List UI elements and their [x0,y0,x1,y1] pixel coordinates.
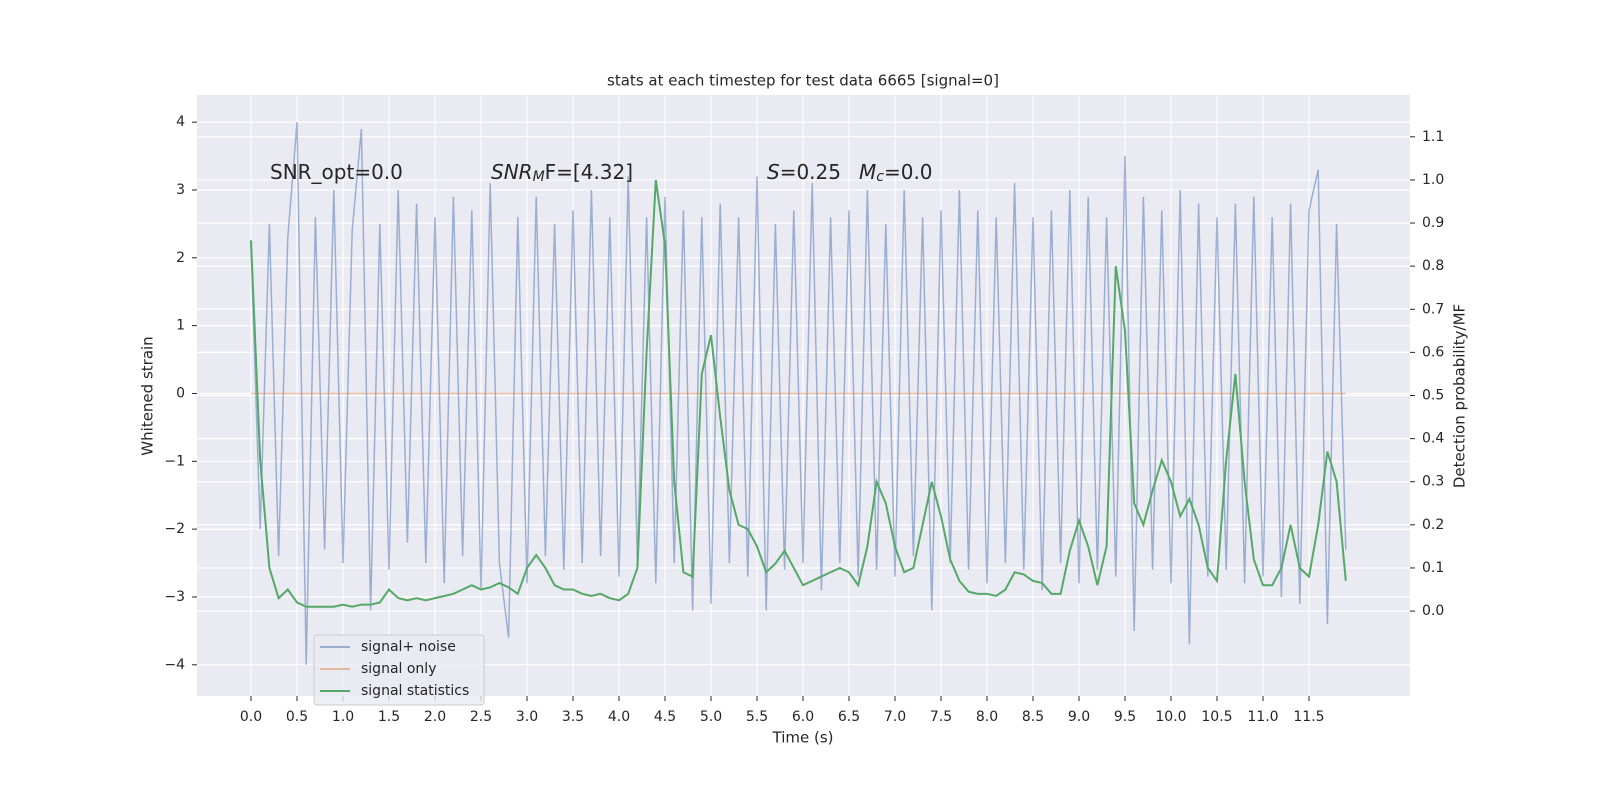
x-tick-label: 7.0 [884,709,906,725]
y-tick-label: −4 [164,657,185,673]
annotation-part: M [859,160,876,184]
x-tick-label: 0.5 [286,709,308,725]
y2-tick-label: 0.0 [1422,603,1444,619]
y-tick-label: −3 [164,589,185,605]
y-tick-label: 4 [176,114,185,130]
x-tick-label: 6.0 [792,709,814,725]
x-tick-label: 10.0 [1155,709,1186,725]
legend-label: signal+ noise [361,639,456,655]
y2-tick-label: 1.0 [1422,172,1444,188]
x-tick-label: 3.0 [516,709,538,725]
y-tick-label: 2 [176,250,185,266]
x-tick-label: 4.0 [608,709,630,725]
chart-title: stats at each timestep for test data 666… [607,72,999,90]
legend-label: signal statistics [361,683,469,699]
annotation-part: M [533,169,545,185]
x-tick-label: 5.0 [700,709,722,725]
x-axis-label: Time (s) [772,729,834,747]
annotation-part: F=[4.32] [545,160,633,184]
y2-tick-label: 0.8 [1422,258,1444,274]
y2-axis-label: Detection probability/MF [1451,304,1469,488]
x-tick-label: 6.5 [838,709,860,725]
y-tick-label: −1 [164,453,185,469]
x-tick-label: 8.0 [976,709,998,725]
x-tick-label: 9.0 [1068,709,1090,725]
y2-tick-label: 0.6 [1422,344,1444,360]
series-line [250,122,1347,665]
x-tick-label: 11.5 [1293,709,1324,725]
series-line [250,179,1347,608]
x-tick-label: 3.5 [562,709,584,725]
y2-tick-label: 0.5 [1422,388,1444,404]
x-tick-label: 2.0 [424,709,446,725]
annotation-part: SNR_opt=0.0 [270,160,403,184]
y-axis-label: Whitened strain [139,336,157,455]
x-tick-label: 8.5 [1022,709,1044,725]
annotation: SNRMF=[4.32] [491,160,633,186]
annotation-part: =0.0 [884,160,933,184]
x-tick-label: 5.5 [746,709,768,725]
y2-tick-label: 0.1 [1422,560,1444,576]
y-tick-label: 3 [176,182,185,198]
annotation: SNR_opt=0.0 [270,160,403,184]
legend-label: signal only [361,661,436,677]
y2-tick-label: 0.2 [1422,517,1444,533]
y2-tick-label: 0.4 [1422,431,1444,447]
x-tick-label: 9.5 [1114,709,1136,725]
x-tick-label: 11.0 [1247,709,1278,725]
x-tick-label: 1.5 [378,709,400,725]
annotation: S=0.25 [767,160,841,184]
x-tick-label: 4.5 [654,709,676,725]
y-tick-label: 1 [176,318,185,334]
y2-tick-label: 0.7 [1422,301,1444,317]
y-tick-label: 0 [176,385,185,401]
x-tick-label: 2.5 [470,709,492,725]
annotation-part: S [767,160,780,184]
annotation-part: c [876,169,884,185]
annotation-part: =0.25 [780,160,841,184]
y2-tick-label: 0.9 [1422,215,1444,231]
annotation-part: SNR [491,160,533,184]
x-tick-label: 1.0 [332,709,354,725]
legend-box [313,634,485,706]
annotation: Mc=0.0 [859,160,933,186]
y2-tick-label: 1.1 [1422,129,1444,145]
y2-tick-label: 0.3 [1422,474,1444,490]
x-tick-label: 7.5 [930,709,952,725]
y-tick-label: −2 [164,521,185,537]
x-tick-label: 10.5 [1201,709,1232,725]
x-tick-label: 0.0 [240,709,262,725]
